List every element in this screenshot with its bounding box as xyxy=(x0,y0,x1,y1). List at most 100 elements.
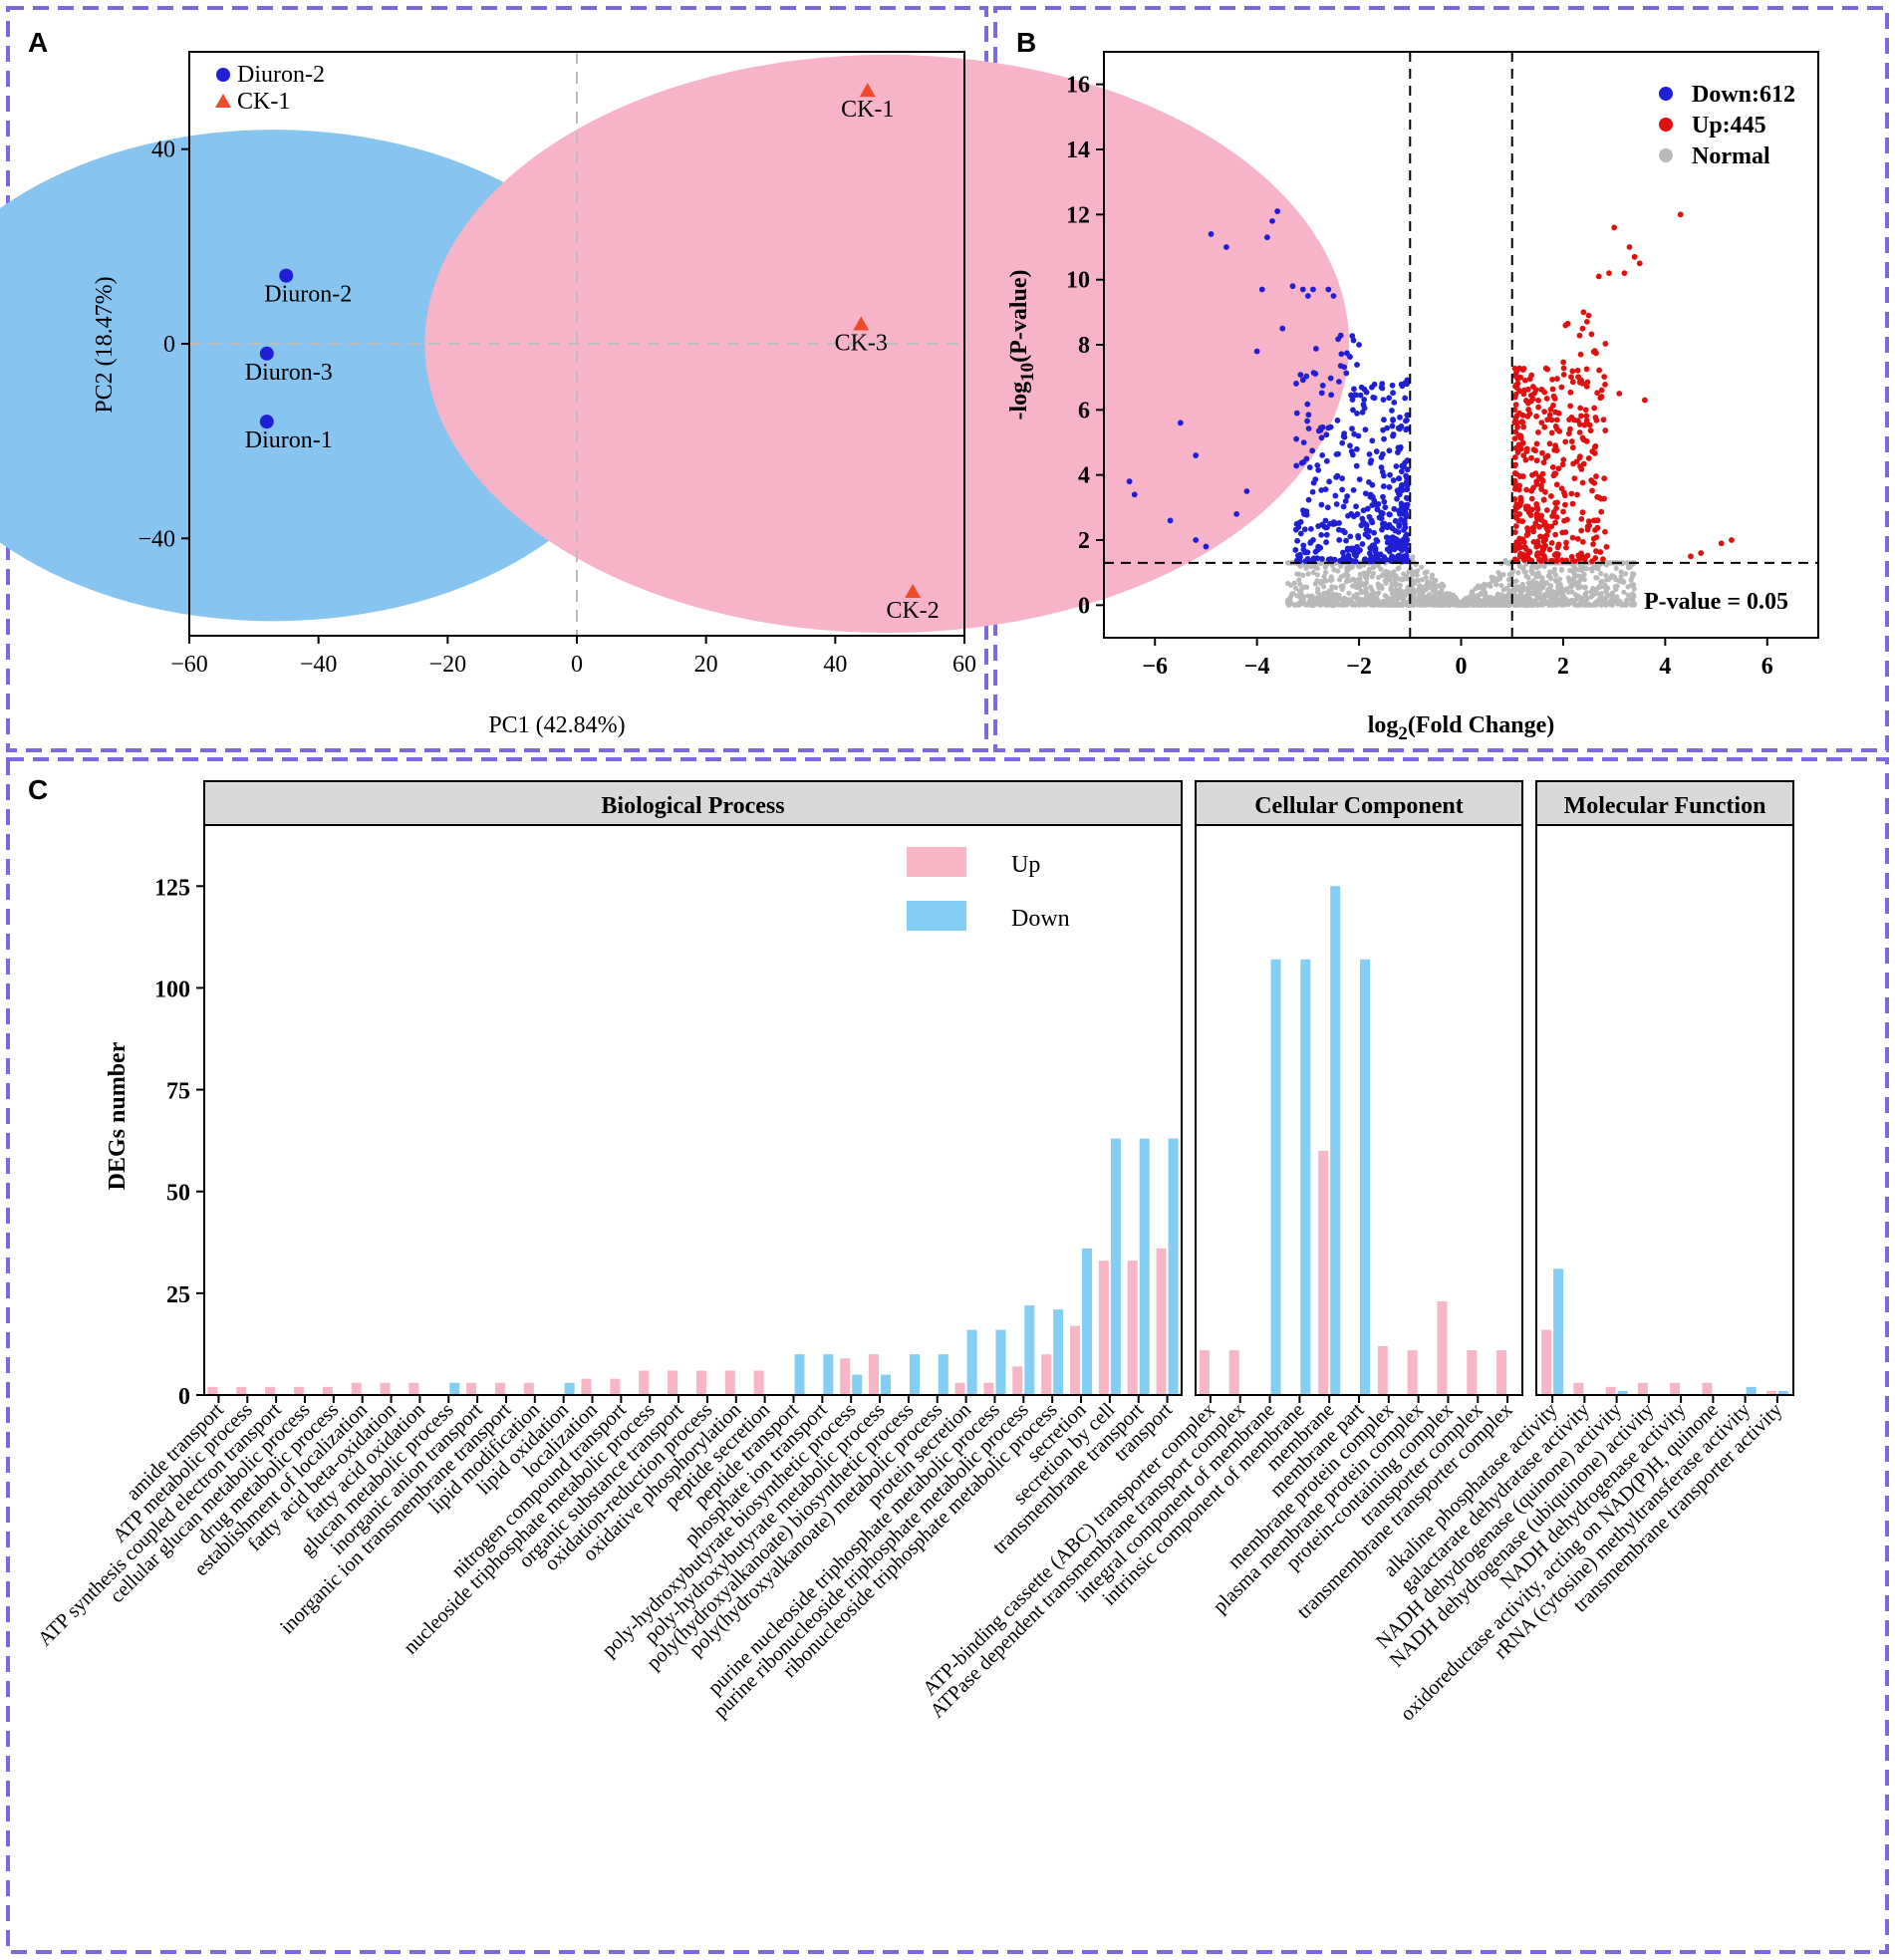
down-gene-point xyxy=(1318,434,1325,441)
up-gene-point xyxy=(1538,420,1545,426)
bar-y-tick-label: 75 xyxy=(166,1079,190,1105)
normal-gene-point xyxy=(1442,593,1448,599)
down-gene-point xyxy=(1387,544,1394,551)
normal-gene-point xyxy=(1323,569,1329,576)
up-gene-point xyxy=(1552,442,1559,449)
down-gene-point xyxy=(1336,537,1343,543)
up-gene-point xyxy=(1532,470,1539,477)
bar-up xyxy=(1318,1150,1329,1394)
up-gene-point xyxy=(1567,425,1573,432)
bar-down xyxy=(1139,1138,1150,1394)
up-gene-point xyxy=(1511,513,1518,520)
down-gene-point xyxy=(1339,439,1346,446)
normal-gene-point xyxy=(1348,562,1354,568)
down-gene-point xyxy=(1318,501,1325,508)
normal-gene-point xyxy=(1393,573,1399,579)
normal-gene-point xyxy=(1424,596,1431,602)
up-gene-point xyxy=(1524,413,1531,420)
bar-up xyxy=(380,1382,391,1394)
down-gene-point xyxy=(1366,513,1373,520)
up-gene-point xyxy=(1560,456,1567,463)
down-gene-point xyxy=(1333,501,1340,507)
pca-point-diuron-2 xyxy=(279,268,294,283)
normal-gene-point xyxy=(1618,573,1624,580)
bar-up xyxy=(983,1382,994,1394)
bar-up xyxy=(494,1382,505,1394)
down-gene-point xyxy=(1380,397,1387,404)
up-gene-point xyxy=(1522,398,1529,404)
bar-y-tick-label: 0 xyxy=(178,1384,190,1410)
normal-gene-point xyxy=(1582,584,1588,590)
down-gene-point xyxy=(1315,523,1322,529)
normal-gene-point xyxy=(1338,596,1344,603)
pca-x-tick-label: 20 xyxy=(694,652,718,678)
bar-legend-label: Down xyxy=(1011,906,1070,932)
up-gene-point xyxy=(1636,260,1643,267)
normal-gene-point xyxy=(1346,590,1352,596)
normal-gene-point xyxy=(1358,582,1364,588)
down-gene-point xyxy=(1403,532,1410,539)
up-gene-point xyxy=(1532,447,1539,454)
down-gene-point xyxy=(1380,483,1387,489)
down-gene-point xyxy=(1404,466,1411,473)
normal-gene-point xyxy=(1525,593,1531,599)
up-gene-point xyxy=(1520,452,1527,459)
down-gene-point xyxy=(1243,488,1250,494)
normal-gene-point xyxy=(1298,591,1304,598)
up-gene-point xyxy=(1519,412,1526,419)
down-gene-point xyxy=(1365,533,1372,540)
normal-gene-point xyxy=(1549,602,1555,608)
down-gene-point xyxy=(1386,447,1393,454)
down-gene-point xyxy=(1363,389,1370,396)
down-gene-point xyxy=(1348,448,1355,454)
normal-gene-point xyxy=(1575,602,1581,608)
up-gene-point xyxy=(1578,527,1585,534)
down-gene-point xyxy=(1263,234,1270,241)
down-gene-point xyxy=(1305,412,1312,419)
down-gene-point xyxy=(1336,379,1342,385)
normal-gene-point xyxy=(1410,554,1416,560)
pca-legend-marker-circle xyxy=(216,68,230,82)
up-gene-point xyxy=(1528,495,1535,502)
normal-gene-point xyxy=(1332,600,1338,606)
up-gene-point xyxy=(1511,462,1518,469)
down-gene-point xyxy=(1393,463,1400,469)
down-gene-point xyxy=(1350,407,1356,414)
up-gene-point xyxy=(1535,397,1541,404)
up-gene-point xyxy=(1574,535,1581,542)
down-gene-point xyxy=(1368,553,1374,560)
up-gene-point xyxy=(1562,438,1569,445)
normal-gene-point xyxy=(1594,575,1600,581)
down-gene-point xyxy=(1318,531,1325,538)
up-gene-point xyxy=(1548,539,1555,546)
down-gene-point xyxy=(1362,556,1369,563)
normal-gene-point xyxy=(1312,564,1318,570)
up-gene-point xyxy=(1513,385,1520,392)
up-gene-point xyxy=(1585,518,1592,525)
normal-gene-point xyxy=(1410,602,1416,608)
down-gene-point xyxy=(1379,526,1385,533)
up-gene-point xyxy=(1567,389,1574,396)
up-gene-point xyxy=(1568,438,1575,444)
down-gene-point xyxy=(1233,510,1240,517)
normal-gene-point xyxy=(1559,602,1565,608)
up-gene-point xyxy=(1548,429,1555,436)
down-gene-point xyxy=(1309,488,1316,495)
up-gene-point xyxy=(1538,482,1544,489)
normal-gene-point xyxy=(1336,577,1343,583)
up-gene-point xyxy=(1542,536,1548,543)
volcano-x-tick-label: −4 xyxy=(1244,654,1270,680)
normal-gene-point xyxy=(1618,569,1624,575)
normal-gene-point xyxy=(1620,578,1626,584)
normal-gene-point xyxy=(1535,595,1541,601)
bar-up xyxy=(724,1370,735,1394)
down-gene-point xyxy=(1394,495,1400,502)
bar-down xyxy=(1553,1268,1564,1394)
down-gene-point xyxy=(1330,293,1337,299)
up-points-group xyxy=(1511,211,1735,565)
down-gene-point xyxy=(1323,431,1330,438)
down-gene-point xyxy=(1391,399,1398,406)
normal-gene-point xyxy=(1529,591,1535,597)
normal-gene-point xyxy=(1346,597,1352,603)
